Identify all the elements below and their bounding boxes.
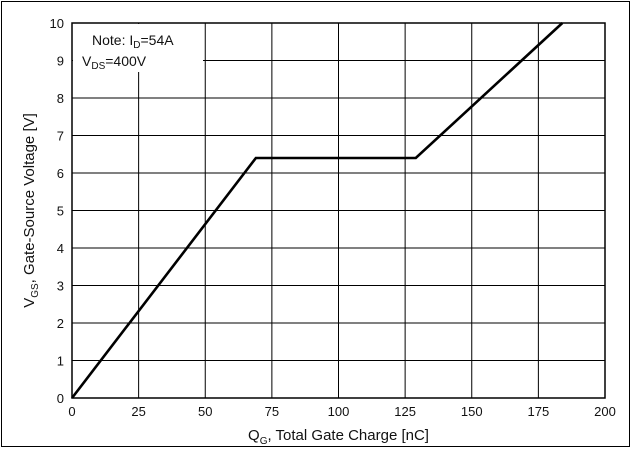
y-axis-label-rest: , Gate-Source Voltage [V]: [21, 113, 38, 283]
x-tick-labels: 0 25 50 75 100 125 150 175 200: [68, 404, 615, 419]
y-tick-label: 2: [57, 316, 64, 331]
x-tick-label: 150: [461, 404, 483, 419]
note-box: [73, 24, 203, 72]
y-tick-label: 3: [57, 279, 64, 294]
x-axis-label-rest: , Total Gate Charge [nC]: [267, 427, 428, 444]
x-tick-label: 175: [528, 404, 550, 419]
note-prefix: V: [82, 53, 92, 69]
y-tick-label: 7: [57, 129, 64, 144]
note-suffix: =54A: [140, 32, 174, 48]
x-tick-label: 50: [198, 404, 212, 419]
x-tick-label: 0: [68, 404, 75, 419]
y-tick-label: 5: [57, 204, 64, 219]
series-line: [70, 22, 564, 399]
y-tick-labels: 0 1 2 3 4 5 6 7 8 9 10: [50, 16, 64, 406]
note-sub: DS: [91, 61, 105, 72]
x-tick-label: 200: [594, 404, 616, 419]
y-tick-label: 1: [57, 354, 64, 369]
x-tick-label: 75: [265, 404, 279, 419]
note-line-1: Note: ID=54A: [92, 32, 174, 51]
note-sub: D: [133, 40, 140, 51]
y-axis-label: VGS, Gate-Source Voltage [V]: [21, 113, 41, 308]
figure-frame: [1, 1, 630, 447]
y-axis-label-sub: GS: [30, 283, 41, 298]
x-axis-label: QG, Total Gate Charge [nC]: [248, 427, 429, 447]
y-tick-label: 6: [57, 166, 64, 181]
note-line-2: VDS=400V: [82, 53, 147, 72]
series-layer: [70, 22, 564, 399]
plot-border: [71, 22, 606, 399]
x-tick-label: 25: [131, 404, 145, 419]
x-axis-label-main: Q: [248, 427, 260, 444]
note-suffix: =400V: [105, 53, 147, 69]
y-tick-label: 9: [57, 54, 64, 69]
note-prefix: Note: I: [92, 32, 133, 48]
y-axis-label-main: V: [21, 298, 38, 308]
y-tick-label: 8: [57, 91, 64, 106]
y-tick-label: 0: [57, 391, 64, 406]
x-tick-label: 100: [328, 404, 350, 419]
x-tick-label: 125: [394, 404, 416, 419]
y-tick-label: 4: [57, 241, 64, 256]
y-tick-label: 10: [50, 16, 64, 31]
x-axis-label-sub: G: [260, 436, 268, 447]
